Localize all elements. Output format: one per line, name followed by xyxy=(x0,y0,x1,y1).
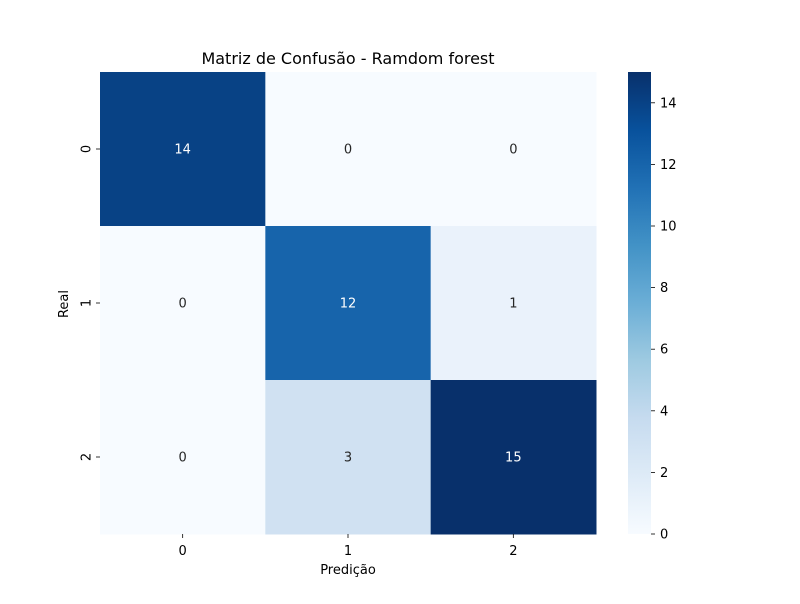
heatmap-cell xyxy=(265,380,432,535)
y-axis-label: Real xyxy=(57,290,72,318)
cell-value-label: 14 xyxy=(174,143,191,158)
heatmap-cell xyxy=(265,72,432,227)
cell-value-label: 3 xyxy=(344,451,352,466)
heatmap-cell xyxy=(430,72,597,227)
y-tick-label: 0 xyxy=(80,145,95,153)
x-axis-label: Predição xyxy=(320,563,376,578)
x-tick-label: 0 xyxy=(179,544,187,559)
cell-value-label: 1 xyxy=(509,297,517,312)
cell-value-label: 0 xyxy=(179,451,187,466)
heatmap-cell xyxy=(430,226,597,381)
heatmap-cell xyxy=(430,380,597,535)
heatmap-cells: 14 0 0 0 12 1 0 3 15 xyxy=(100,72,597,535)
chart-title: Matriz de Confusão - Ramdom forest xyxy=(201,49,494,68)
cell-value-label: 0 xyxy=(509,143,517,158)
heatmap-cell xyxy=(100,72,266,227)
x-tick-label: 2 xyxy=(509,544,517,559)
y-tick-label: 2 xyxy=(80,453,95,461)
cell-value-label: 12 xyxy=(340,297,357,312)
colorbar-tick-label: 0 xyxy=(660,528,668,543)
colorbar-tick-label: 6 xyxy=(660,343,668,358)
y-axis-ticks: 0 1 2 xyxy=(80,145,100,461)
colorbar-tick-label: 8 xyxy=(660,281,668,296)
x-axis-ticks: 0 1 2 xyxy=(179,534,517,559)
cell-value-label: 0 xyxy=(179,297,187,312)
colorbar-tick-label: 14 xyxy=(660,96,677,111)
heatmap-cell xyxy=(265,226,432,381)
colorbar-tick-label: 2 xyxy=(660,466,668,481)
x-tick-label: 1 xyxy=(344,544,352,559)
cell-value-label: 15 xyxy=(505,451,522,466)
colorbar xyxy=(628,72,651,534)
cell-value-label: 0 xyxy=(344,143,352,158)
colorbar-tick-label: 12 xyxy=(660,158,677,173)
y-tick-label: 1 xyxy=(80,299,95,307)
heatmap-cell xyxy=(100,380,266,535)
heatmap-cell xyxy=(100,226,266,381)
colorbar-tick-label: 4 xyxy=(660,404,668,419)
colorbar-ticks: 0 2 4 6 8 10 12 14 xyxy=(651,96,677,543)
colorbar-tick-label: 10 xyxy=(660,220,677,235)
